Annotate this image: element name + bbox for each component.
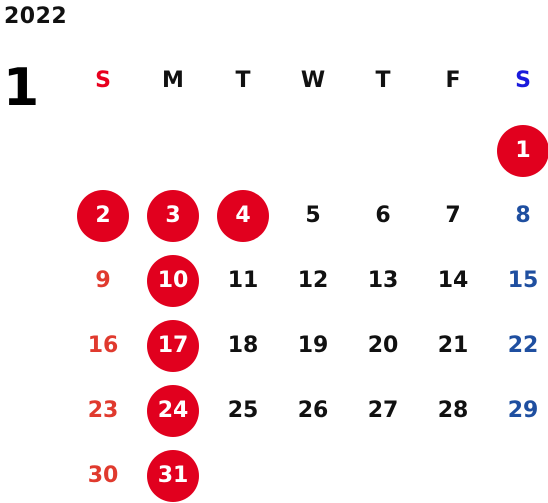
day-number: 12 [297,268,329,293]
day-number: 22 [507,333,539,358]
weekday-thursday: T [375,68,391,93]
weekday-header-row: S M T W T F S [68,66,548,96]
day-cell: 18 [208,313,278,378]
day-number: 23 [87,398,119,423]
day-cell: 17 [138,313,208,378]
day-cell: 13 [348,248,418,313]
holiday-day-number: 10 [147,254,199,307]
day-number: 29 [507,398,539,423]
day-number: 18 [227,333,259,358]
day-number: 13 [367,268,399,293]
day-cell: 2 [68,183,138,248]
day-number: 9 [95,268,111,293]
day-cell: 19 [278,313,348,378]
day-number: 19 [297,333,329,358]
day-cell: 28 [418,378,488,443]
day-grid: 1 2 3 4 5 6 7 8 9 10 11 12 13 14 15 16 17 18 19 20 21 22 23 24 2… [68,118,548,503]
day-cell: 11 [208,248,278,313]
day-cell: 27 [348,378,418,443]
holiday-day-number: 4 [217,189,269,242]
weekday-sunday: S [95,68,111,93]
day-number: 7 [445,203,461,228]
day-cell: 15 [488,248,548,313]
day-cell: 14 [418,248,488,313]
holiday-day-number: 31 [147,449,199,502]
day-cell: 4 [208,183,278,248]
holiday-day-number: 2 [77,189,129,242]
day-number: 5 [305,203,321,228]
day-cell: 22 [488,313,548,378]
day-number: 27 [367,398,399,423]
holiday-day-number: 1 [497,124,548,177]
calendar-year: 2022 [4,4,68,29]
day-cell: 3 [138,183,208,248]
day-cell: 30 [68,443,138,503]
day-number: 11 [227,268,259,293]
holiday-day-number: 24 [147,384,199,437]
weekday-tuesday: T [235,68,251,93]
day-number: 8 [515,203,531,228]
day-number: 26 [297,398,329,423]
day-cell: 24 [138,378,208,443]
day-number: 6 [375,203,391,228]
day-cell: 23 [68,378,138,443]
day-number: 30 [87,463,119,488]
day-cell: 5 [278,183,348,248]
weekday-friday: F [445,68,461,93]
weekday-saturday: S [515,68,531,93]
calendar-month-number: 1 [3,58,40,118]
day-cell: 26 [278,378,348,443]
day-cell: 1 [488,118,548,183]
day-number: 28 [437,398,469,423]
day-cell: 21 [418,313,488,378]
day-cell: 10 [138,248,208,313]
day-cell: 16 [68,313,138,378]
day-cell: 6 [348,183,418,248]
weekday-wednesday: W [300,68,326,93]
day-number: 14 [437,268,469,293]
day-number: 20 [367,333,399,358]
day-cell: 8 [488,183,548,248]
day-number: 15 [507,268,539,293]
day-cell: 20 [348,313,418,378]
day-cell: 12 [278,248,348,313]
day-cell: 7 [418,183,488,248]
day-cell: 29 [488,378,548,443]
holiday-day-number: 3 [147,189,199,242]
weekday-monday: M [162,68,184,93]
holiday-day-number: 17 [147,319,199,372]
day-cell: 9 [68,248,138,313]
day-cell: 25 [208,378,278,443]
day-number: 25 [227,398,259,423]
day-cell: 31 [138,443,208,503]
day-number: 16 [87,333,119,358]
day-number: 21 [437,333,469,358]
